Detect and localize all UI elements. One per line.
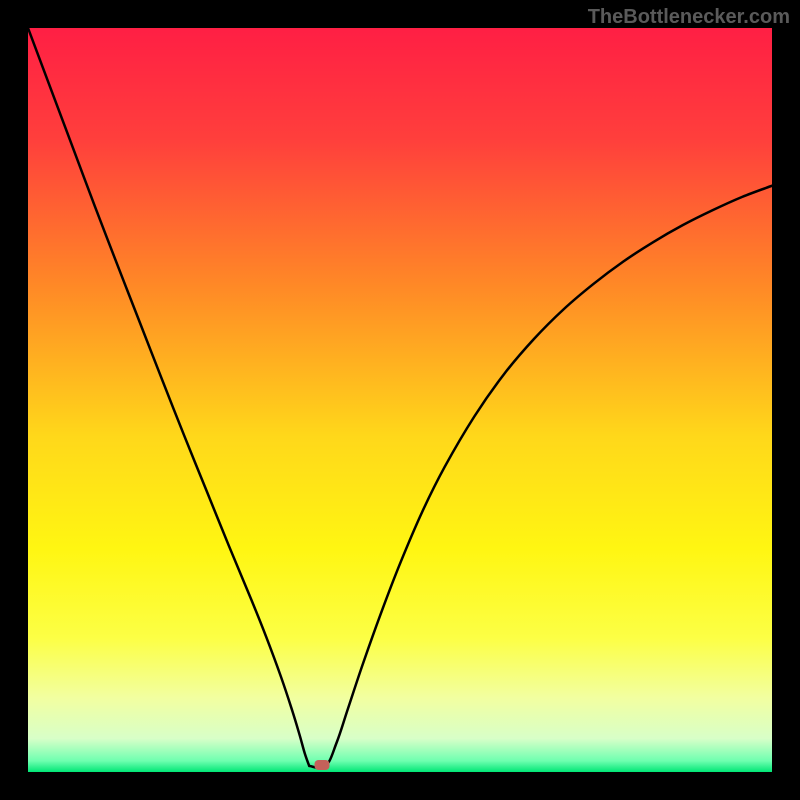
optimal-point-marker <box>314 760 329 770</box>
chart-plot-area <box>28 28 772 772</box>
bottleneck-curve <box>28 28 772 768</box>
watermark-text: TheBottlenecker.com <box>588 6 790 29</box>
chart-curve-layer <box>28 28 772 772</box>
